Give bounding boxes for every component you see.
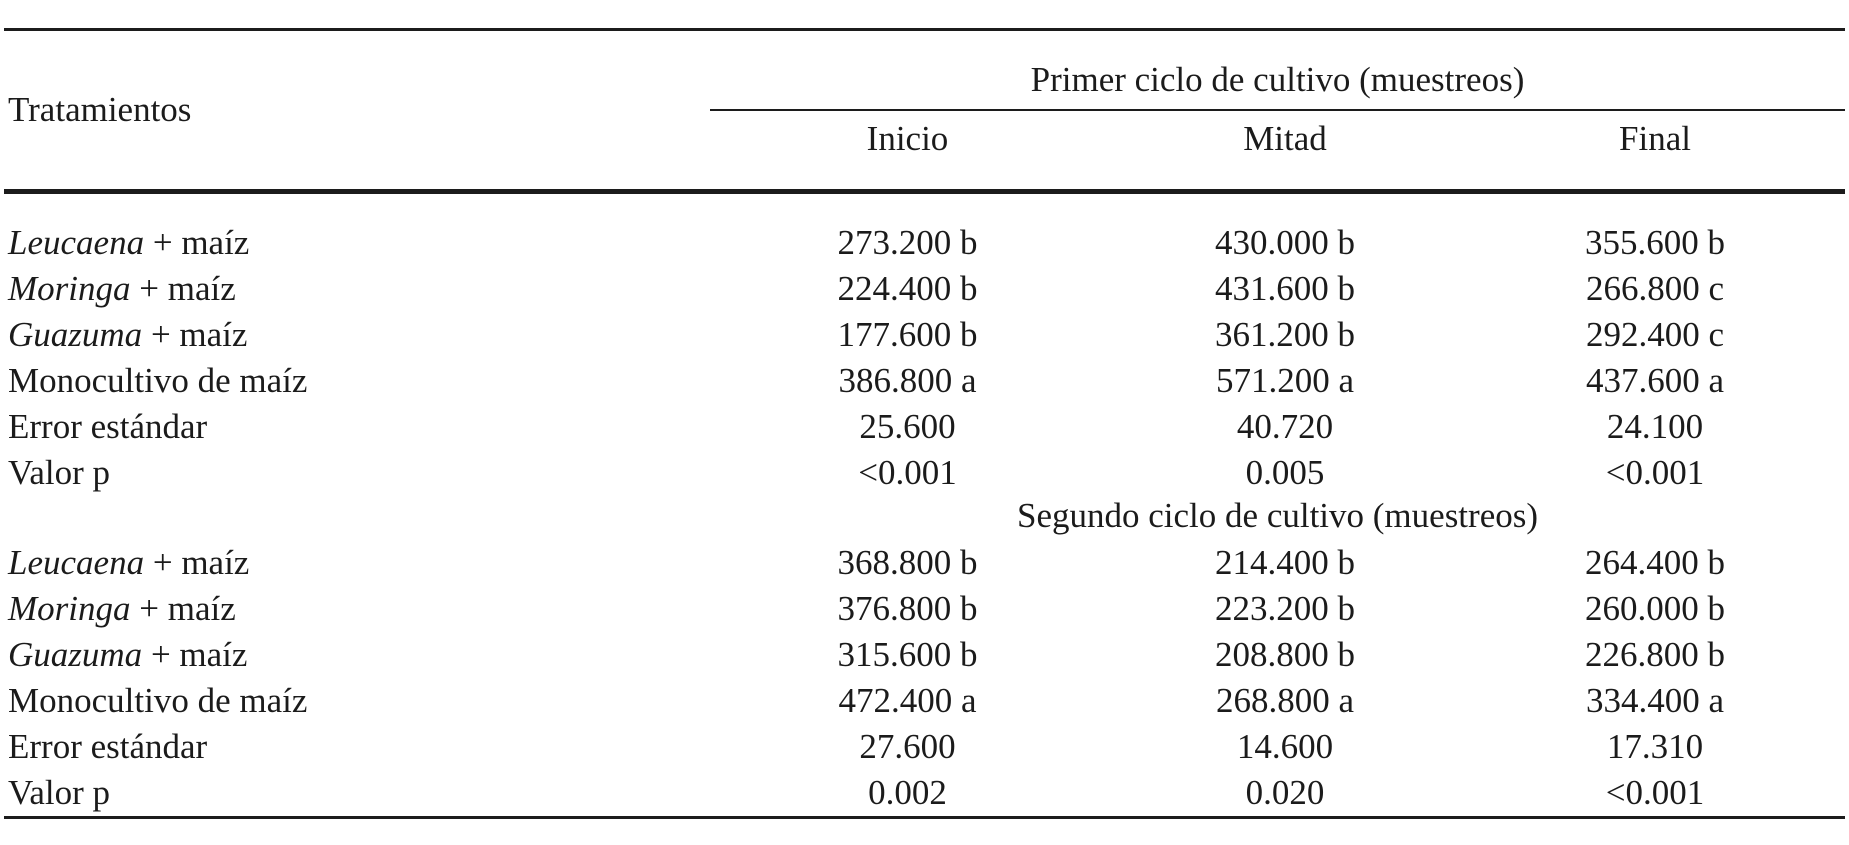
value-cell-mitad: 268.800 a: [1215, 681, 1355, 720]
value-cell-final: <0.001: [1605, 773, 1705, 812]
subheader-row: Inicio Mitad Final: [4, 110, 1846, 192]
value-cell-inicio: 386.800 a: [838, 361, 977, 400]
value-cell-final: 266.800 c: [1585, 269, 1725, 308]
value-cell-mitad: 431.600 b: [1215, 269, 1355, 308]
treatment-cell: Valor p: [4, 770, 710, 818]
treatment-cell: Monocultivo de maíz: [4, 678, 710, 724]
value-cell-final: 334.400 a: [1585, 681, 1725, 720]
value-cell-inicio: 0.002: [868, 773, 947, 812]
treatment-text: Error estándar: [8, 407, 208, 446]
treatment-text: + maíz: [144, 223, 250, 262]
species-name: Leucaena: [8, 543, 145, 582]
cycle2-title: Segundo ciclo de cultivo (muestreos): [1017, 496, 1538, 535]
table-row: Monocultivo de maíz 386.800 a 571.200 a …: [4, 358, 1845, 404]
treatment-cell: Moringa + maíz: [4, 586, 710, 632]
table-row: Leucaena + maíz 368.800 b 214.400 b 264.…: [4, 540, 1845, 586]
table-body: Leucaena + maíz 273.200 b 430.000 b 355.…: [4, 192, 1845, 818]
value-cell-inicio: <0.001: [858, 453, 957, 492]
treatment-text: Valor p: [8, 773, 111, 812]
value-cell-inicio: 315.600 b: [837, 635, 978, 674]
treatment-cell: Error estándar: [4, 404, 710, 450]
value-cell-inicio: 27.600: [859, 727, 956, 766]
table-row: Guazuma + maíz 177.600 b 361.200 b 292.4…: [4, 312, 1845, 358]
value-cell-inicio: 177.600 b: [837, 315, 978, 354]
results-table: Tratamientos Primer ciclo de cultivo (mu…: [4, 28, 1846, 819]
value-cell-final: 17.310: [1606, 727, 1704, 766]
table-row: Monocultivo de maíz 472.400 a 268.800 a …: [4, 678, 1845, 724]
treatment-text: + maíz: [130, 269, 236, 308]
table-row: Moringa + maíz 376.800 b 223.200 b 260.0…: [4, 586, 1845, 632]
value-cell-inicio: 25.600: [859, 407, 956, 446]
value-cell-mitad: 571.200 a: [1215, 361, 1355, 400]
treatment-text: Valor p: [8, 453, 111, 492]
species-name: Moringa: [8, 589, 131, 628]
value-cell-final: 292.400 c: [1585, 315, 1725, 354]
table-header: Tratamientos Primer ciclo de cultivo (mu…: [4, 29, 1846, 192]
treatment-text: + maíz: [142, 635, 248, 674]
column-header-mitad: Mitad: [1243, 119, 1327, 158]
species-name: Leucaena: [8, 223, 145, 262]
treatment-text: + maíz: [144, 543, 250, 582]
treatment-text: + maíz: [130, 589, 236, 628]
value-cell-mitad: 223.200 b: [1215, 589, 1355, 628]
value-cell-mitad: 0.005: [1245, 453, 1325, 492]
value-cell-mitad: 40.720: [1236, 407, 1334, 446]
value-cell-inicio: 472.400 a: [838, 681, 977, 720]
value-cell-final: 24.100: [1606, 407, 1704, 446]
value-cell-mitad: 430.000 b: [1215, 223, 1355, 262]
table-row: Error estándar 27.600 14.600 17.310: [4, 724, 1845, 770]
treatment-cell: Guazuma + maíz: [4, 312, 710, 358]
value-cell-mitad: 14.600: [1236, 727, 1334, 766]
value-cell-final: 355.600 b: [1585, 223, 1725, 262]
table-row: Guazuma + maíz 315.600 b 208.800 b 226.8…: [4, 632, 1845, 678]
species-name: Guazuma: [8, 635, 143, 674]
species-name: Guazuma: [8, 315, 143, 354]
treatment-cell: Moringa + maíz: [4, 266, 710, 312]
empty-cell: [4, 496, 710, 540]
value-cell-inicio: 273.200 b: [837, 223, 978, 262]
value-cell-inicio: 224.400 b: [837, 269, 978, 308]
value-cell-mitad: 208.800 b: [1215, 635, 1355, 674]
value-cell-final: 264.400 b: [1585, 543, 1725, 582]
treatment-text: + maíz: [142, 315, 248, 354]
column-header-inicio: Inicio: [866, 119, 949, 158]
cycle1-title: Primer ciclo de cultivo (muestreos): [710, 29, 1846, 111]
treatment-cell: Leucaena + maíz: [4, 192, 710, 267]
value-cell-inicio: 368.800 b: [837, 543, 978, 582]
treatment-text: Monocultivo de maíz: [8, 681, 308, 720]
species-name: Moringa: [8, 269, 131, 308]
value-cell-mitad: 214.400 b: [1215, 543, 1355, 582]
table-row: Moringa + maíz 224.400 b 431.600 b 266.8…: [4, 266, 1845, 312]
value-cell-final: <0.001: [1605, 453, 1705, 492]
treatment-cell: Leucaena + maíz: [4, 540, 710, 586]
value-cell-mitad: 0.020: [1245, 773, 1325, 812]
treatment-text: Monocultivo de maíz: [8, 361, 308, 400]
value-cell-mitad: 361.200 b: [1215, 315, 1355, 354]
value-cell-inicio: 376.800 b: [837, 589, 978, 628]
treatment-cell: Valor p: [4, 450, 710, 496]
table-row: Leucaena + maíz 273.200 b 430.000 b 355.…: [4, 192, 1845, 267]
treatments-column-header: Tratamientos: [8, 90, 192, 129]
value-cell-final: 437.600 a: [1585, 361, 1725, 400]
treatment-cell: Guazuma + maíz: [4, 632, 710, 678]
table-row: Error estándar 25.600 40.720 24.100: [4, 404, 1845, 450]
table-row: Valor p 0.002 0.020 <0.001: [4, 770, 1845, 818]
treatment-cell: Error estándar: [4, 724, 710, 770]
value-cell-final: 226.800 b: [1585, 635, 1725, 674]
treatment-text: Error estándar: [8, 727, 208, 766]
treatment-cell: Monocultivo de maíz: [4, 358, 710, 404]
value-cell-final: 260.000 b: [1585, 589, 1725, 628]
section-title-row: Segundo ciclo de cultivo (muestreos): [4, 496, 1845, 540]
column-header-final: Final: [1619, 119, 1691, 158]
table-row: Valor p <0.001 0.005 <0.001: [4, 450, 1845, 496]
spanner-row: Tratamientos Primer ciclo de cultivo (mu…: [4, 29, 1846, 129]
